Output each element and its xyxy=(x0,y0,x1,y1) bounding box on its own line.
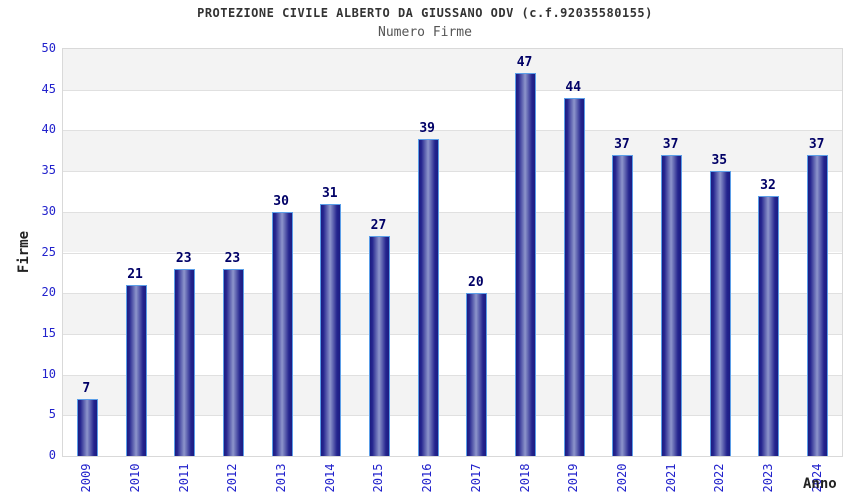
bar-value-label: 47 xyxy=(516,55,533,70)
x-tick-label: 2013 xyxy=(274,463,289,493)
y-tick-label: 10 xyxy=(41,366,56,381)
chart-subtitle: Numero Firme xyxy=(378,25,472,40)
gridline xyxy=(63,130,842,132)
bar-value-label: 35 xyxy=(711,153,728,168)
bar-2015 xyxy=(368,236,390,456)
y-tick-label: 40 xyxy=(41,122,56,137)
bar-value-label: 39 xyxy=(419,121,435,136)
y-tick-label: 0 xyxy=(48,448,56,462)
x-tick-label: 2022 xyxy=(712,463,727,493)
bar-value-label: 32 xyxy=(760,178,776,193)
bar-value-label: 23 xyxy=(175,251,192,266)
bar-value-label: 44 xyxy=(565,80,582,95)
gridline xyxy=(63,171,842,173)
gridline xyxy=(63,333,842,335)
y-tick-label: 30 xyxy=(41,203,56,218)
plot-band xyxy=(63,130,842,172)
bar-value-label: 37 xyxy=(662,137,679,152)
x-tick-label: 2014 xyxy=(322,463,337,493)
bar-2020 xyxy=(612,155,634,456)
y-tick-label: 50 xyxy=(41,41,56,55)
gridline xyxy=(63,211,842,213)
x-tick-label: 2018 xyxy=(517,463,532,493)
bar-value-label: 31 xyxy=(321,186,338,201)
gridline xyxy=(63,415,842,417)
gridline xyxy=(63,89,842,91)
y-tick-label: 25 xyxy=(41,244,56,259)
plot-band xyxy=(63,89,842,131)
bar-value-label: 20 xyxy=(468,275,484,290)
bar-value-label: 23 xyxy=(224,251,241,266)
bar-2012 xyxy=(222,269,244,456)
x-tick-label: 2020 xyxy=(614,463,629,493)
plot-area xyxy=(62,48,843,457)
gridline xyxy=(63,293,842,295)
y-tick-label: 5 xyxy=(48,407,56,422)
x-tick-label: 2011 xyxy=(176,463,191,493)
y-tick-label: 45 xyxy=(41,81,56,96)
x-axis-title: Anno xyxy=(803,476,837,492)
bar-value-label: 7 xyxy=(82,381,91,396)
bar-value-label: 30 xyxy=(273,194,289,209)
bar-2018 xyxy=(515,73,537,456)
x-tick-label: 2019 xyxy=(566,463,581,493)
bar-2021 xyxy=(661,155,683,456)
x-tick-label: 2015 xyxy=(371,463,386,493)
bar-2011 xyxy=(174,269,196,456)
x-tick-label: 2023 xyxy=(760,463,775,493)
x-tick-label: 2010 xyxy=(128,463,143,493)
y-tick-label: 20 xyxy=(41,285,56,300)
x-tick-label: 2012 xyxy=(225,463,240,493)
x-tick-label: 2009 xyxy=(79,463,94,493)
gridline xyxy=(63,374,842,376)
bar-2016 xyxy=(417,139,439,456)
bar-value-label: 21 xyxy=(127,267,143,282)
bar-2017 xyxy=(466,293,488,456)
bar-value-label: 37 xyxy=(808,137,825,152)
bar-2019 xyxy=(563,98,585,456)
bar-2014 xyxy=(320,204,342,456)
bar-value-label: 37 xyxy=(614,137,630,152)
y-tick-label: 15 xyxy=(41,325,56,340)
bar-2023 xyxy=(758,196,780,456)
bar-2024 xyxy=(807,155,829,456)
plot-band xyxy=(63,49,842,90)
x-tick-label: 2016 xyxy=(420,463,435,493)
bar-2009 xyxy=(76,399,98,456)
bar-2010 xyxy=(125,285,147,456)
bar-2013 xyxy=(271,212,293,456)
bar-value-label: 27 xyxy=(370,218,387,233)
x-tick-label: 2021 xyxy=(663,463,678,493)
x-tick-label: 2017 xyxy=(468,463,483,493)
chart-title: PROTEZIONE CIVILE ALBERTO DA GIUSSANO OD… xyxy=(197,6,653,20)
bar-2022 xyxy=(709,171,731,456)
y-tick-label: 35 xyxy=(41,163,56,178)
gridline xyxy=(63,252,842,254)
